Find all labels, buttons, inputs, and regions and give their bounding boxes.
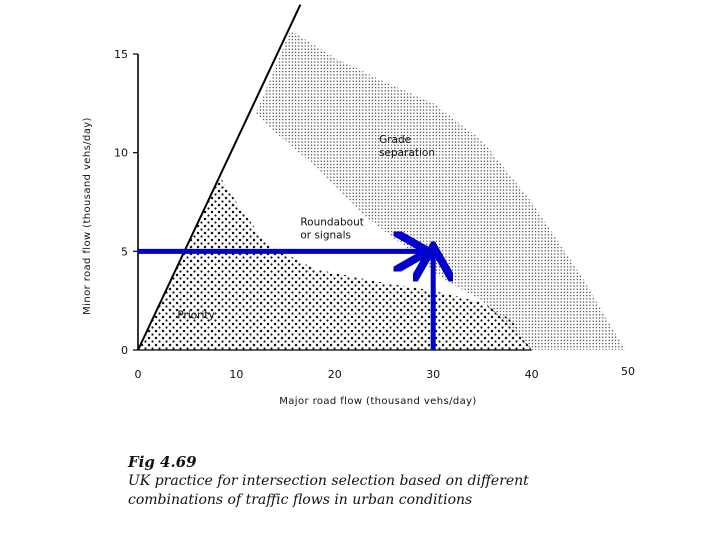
x-tick-label: 40 [525, 368, 539, 381]
figure-caption: Fig 4.69 UK practice for intersection se… [128, 452, 688, 510]
boundary-line [137, 4, 302, 351]
y-tick-label: 15 [114, 48, 128, 61]
regions-layer [138, 30, 626, 351]
x-tick-label: 20 [328, 368, 342, 381]
x-tick-label: 50 [621, 365, 635, 378]
figure-number: Fig 4.69 [128, 453, 197, 471]
x-tick-label: 30 [426, 368, 440, 381]
region-label-roundabout-or-signals: Roundabout or signals [300, 217, 364, 242]
x-axis-title: Major road flow (thousand vehs/day) [279, 396, 476, 407]
region-label-priority: Priority [177, 309, 214, 321]
labels-layer: Priority Roundabout or signals Grade separat… [177, 134, 435, 322]
region-label-grade-separation: Grade separation [379, 134, 435, 159]
region-label-line: separation [379, 147, 435, 159]
y-tick-label: 10 [114, 147, 128, 160]
region-label-line: or signals [300, 230, 351, 242]
y-tick-label: 5 [121, 245, 128, 258]
figure-caption-text: UK practice for intersection selection b… [128, 473, 529, 508]
x-tick-label: 10 [229, 368, 243, 381]
x-tick-label: 0 [135, 368, 142, 381]
region-label-line: Roundabout [300, 217, 364, 229]
y-axis-title: Minor road flow (thousand vehs/day) [82, 117, 93, 315]
axes-layer: 0 5 10 15 0 10 20 30 40 50 Major road flow (thousa… [82, 4, 635, 407]
region-grade-separation [256, 30, 626, 351]
y-tick-label: 0 [121, 344, 128, 357]
annotation-layer [138, 251, 433, 350]
region-label-line: Priority [177, 309, 214, 321]
region-label-line: Grade [379, 134, 411, 146]
